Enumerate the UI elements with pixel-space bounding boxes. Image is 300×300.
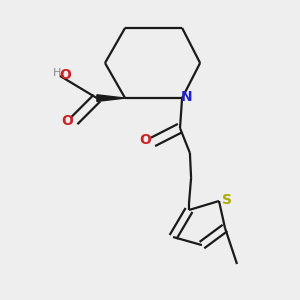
Text: O: O: [59, 68, 71, 82]
Text: S: S: [222, 193, 233, 206]
Text: N: N: [181, 90, 192, 104]
Text: O: O: [139, 134, 151, 147]
Text: H: H: [53, 68, 61, 78]
Polygon shape: [97, 95, 125, 101]
Text: O: O: [61, 114, 74, 128]
